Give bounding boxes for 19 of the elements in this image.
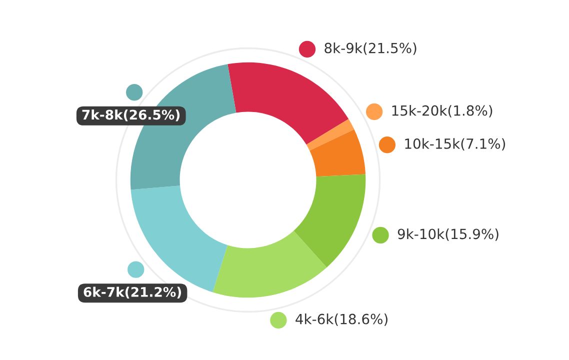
data-label: (21.2%): [125, 286, 182, 298]
data-label: (26.5%): [124, 110, 180, 122]
donut-slice: [310, 129, 366, 177]
donut-slice: [306, 118, 354, 151]
donut-slice: [212, 230, 327, 298]
legend-label: 4k-6k: [296, 314, 334, 324]
slice-label: 7k-8k: [82, 109, 124, 120]
donut-slice: [294, 174, 366, 268]
legend-label: 9k-10k: [398, 228, 445, 240]
donut-slice: [228, 62, 349, 145]
data-label: (7.1%): [461, 138, 506, 151]
data-label: (21.5%): [364, 42, 416, 55]
legend-label: 15k-20k: [392, 105, 448, 116]
slice-label: 6k-7k: [84, 286, 125, 297]
data-label: (1.8%): [448, 105, 492, 118]
data-label: (18.6%): [334, 314, 388, 326]
data-label: (15.9%): [446, 228, 498, 241]
legend-label: 8k-9k: [324, 42, 362, 54]
legend-label: 10k-15k: [405, 138, 460, 149]
